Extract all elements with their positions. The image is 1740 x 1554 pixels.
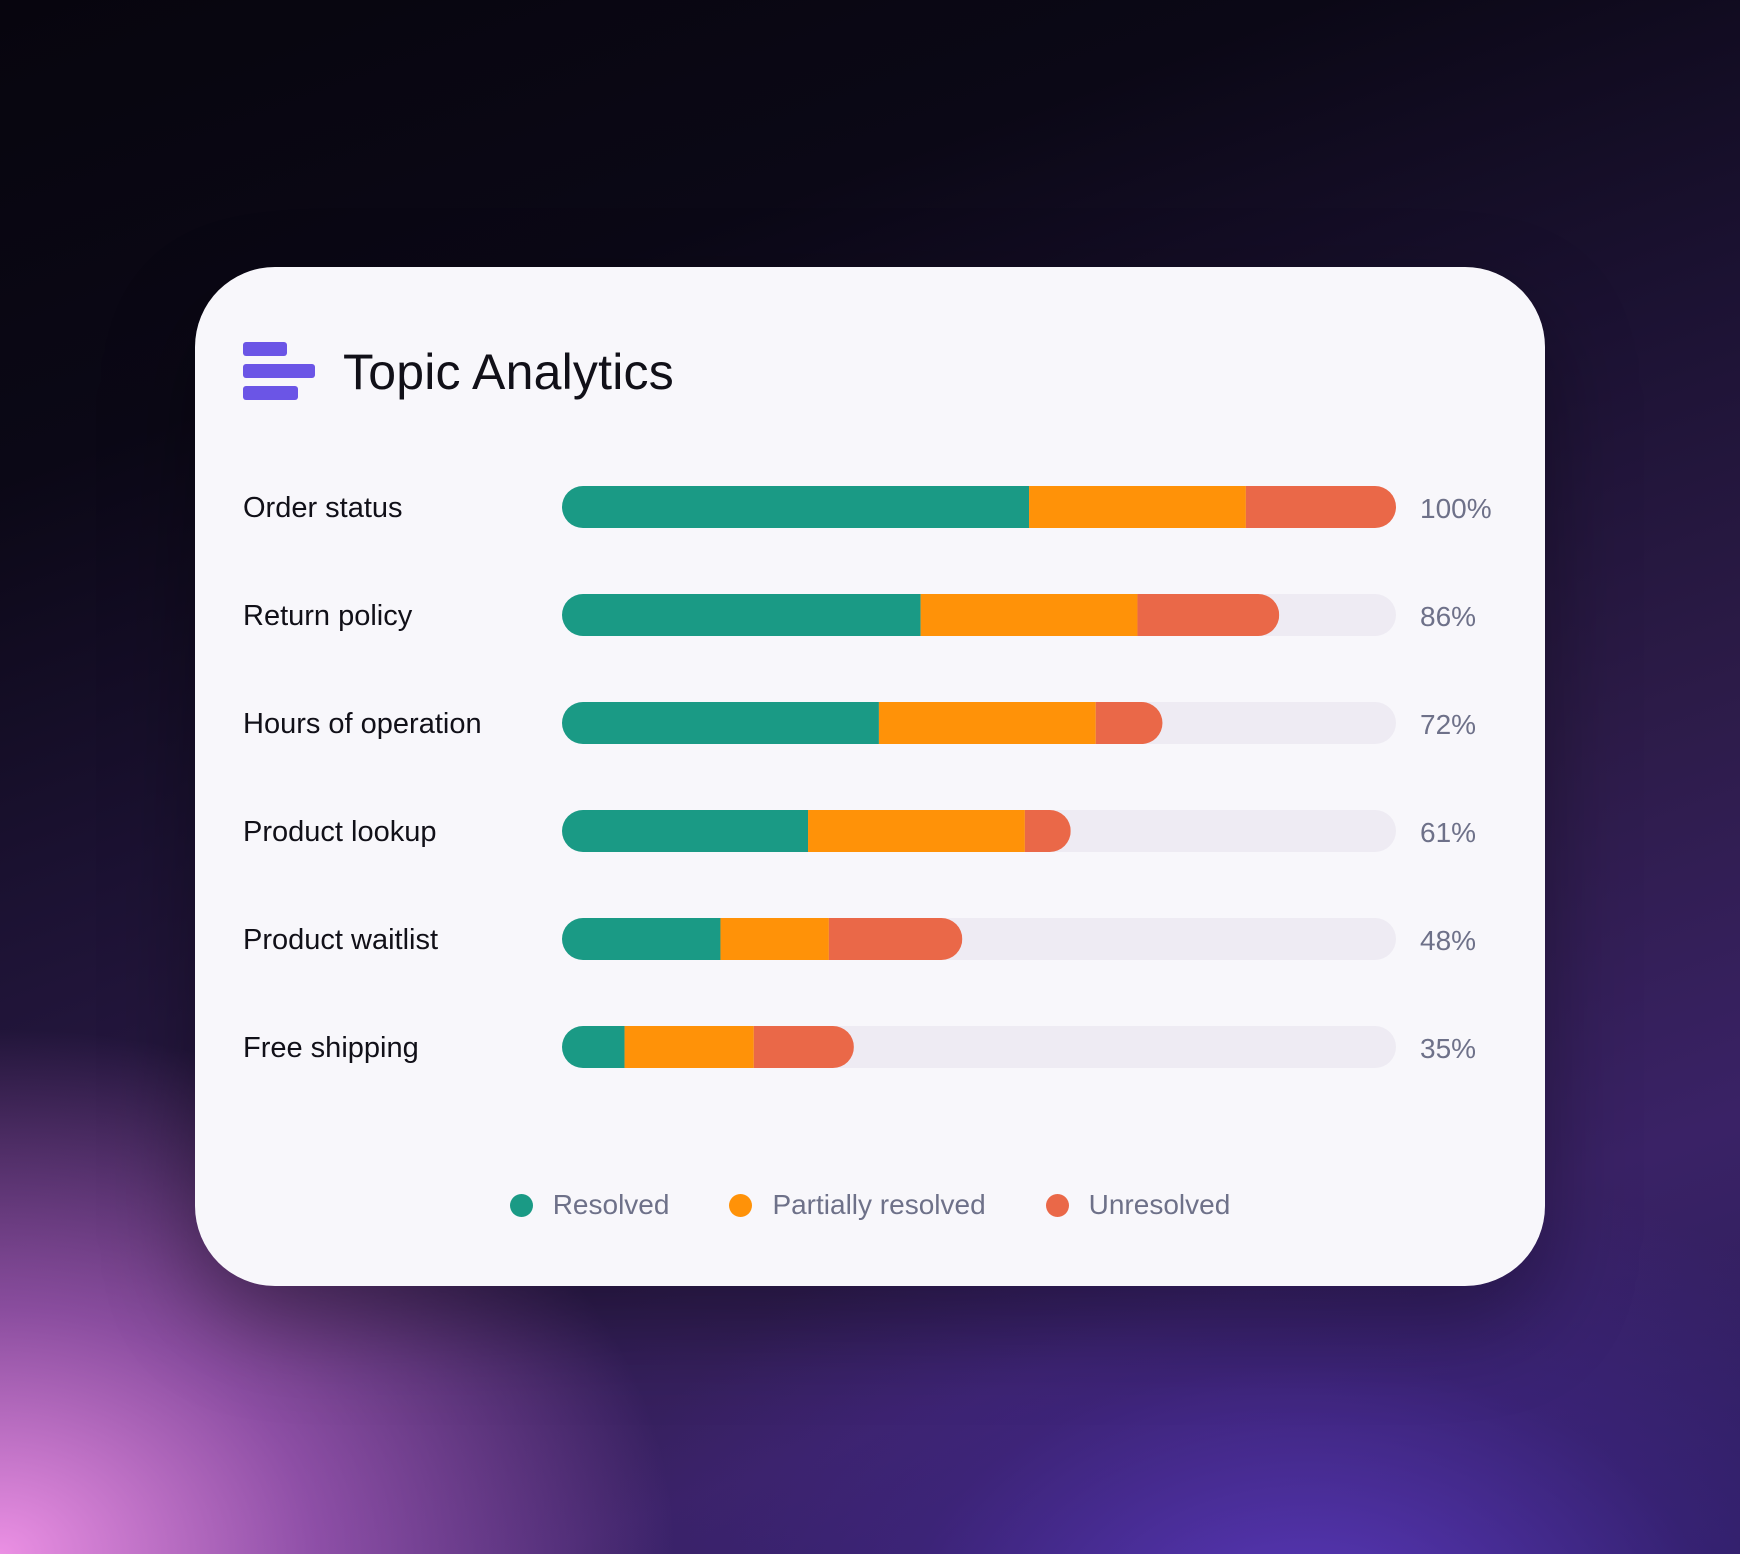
stacked-bar — [562, 486, 1396, 528]
bar-segment-resolved — [562, 594, 921, 636]
bar-segment-partially-resolved — [1029, 486, 1246, 528]
total-percent-label: 72% — [1420, 709, 1476, 740]
category-label: Free shipping — [243, 1032, 419, 1064]
bar-segment-partially-resolved — [624, 1026, 754, 1068]
card-header: Topic Analytics — [243, 342, 674, 402]
stacked-bar — [562, 810, 1071, 852]
category-label: Return policy — [243, 600, 413, 632]
bar-segment-unresolved — [1095, 702, 1163, 744]
bar-chart-icon — [243, 342, 315, 400]
legend-swatch — [509, 1193, 533, 1217]
total-percent-label: 35% — [1420, 1033, 1476, 1064]
chart-legend: Resolved Partially resolved Unresolved — [195, 1189, 1545, 1221]
bar-segment-unresolved — [1245, 486, 1396, 528]
legend-item: Partially resolved — [729, 1189, 986, 1221]
stacked-bar-chart: Order status 100% Return policy 86% Hours of… — [243, 486, 1492, 1068]
stacked-bar — [562, 702, 1163, 744]
stacked-bar — [562, 594, 1280, 636]
bar-segment-unresolved — [753, 1026, 854, 1068]
legend-item: Unresolved — [1045, 1189, 1231, 1221]
page-title: Topic Analytics — [343, 344, 674, 400]
category-label: Product lookup — [243, 816, 436, 848]
bar-segment-unresolved — [828, 918, 963, 960]
bar-segment-resolved — [562, 918, 721, 960]
total-percent-label: 86% — [1420, 601, 1476, 632]
bar-segment-resolved — [562, 486, 1030, 528]
total-percent-label: 100% — [1420, 493, 1492, 524]
legend-swatch — [729, 1193, 753, 1217]
bar-segment-resolved — [562, 702, 879, 744]
total-percent-label: 61% — [1420, 817, 1476, 848]
bar-segment-partially-resolved — [878, 702, 1096, 744]
legend-label: Partially resolved — [772, 1189, 986, 1220]
topic-analytics-card: Topic Analytics Order status 100% Return p… — [195, 267, 1545, 1286]
legend-item: Resolved — [509, 1189, 670, 1221]
total-percent-label: 48% — [1420, 925, 1476, 956]
stacked-bar — [562, 918, 963, 960]
stacked-bar — [562, 1026, 854, 1068]
legend-label: Resolved — [552, 1189, 670, 1220]
bar-segment-resolved — [562, 1026, 625, 1068]
bar-segment-partially-resolved — [920, 594, 1138, 636]
bar-segment-unresolved — [1137, 594, 1280, 636]
bar-segment-unresolved — [1024, 810, 1071, 852]
legend-swatch — [1045, 1193, 1069, 1217]
category-label: Product waitlist — [243, 924, 438, 956]
category-label: Order status — [243, 492, 403, 524]
category-label: Hours of operation — [243, 708, 482, 740]
bar-segment-resolved — [562, 810, 809, 852]
legend-label: Unresolved — [1088, 1189, 1231, 1220]
bar-segment-partially-resolved — [808, 810, 1025, 852]
bar-segment-partially-resolved — [720, 918, 829, 960]
